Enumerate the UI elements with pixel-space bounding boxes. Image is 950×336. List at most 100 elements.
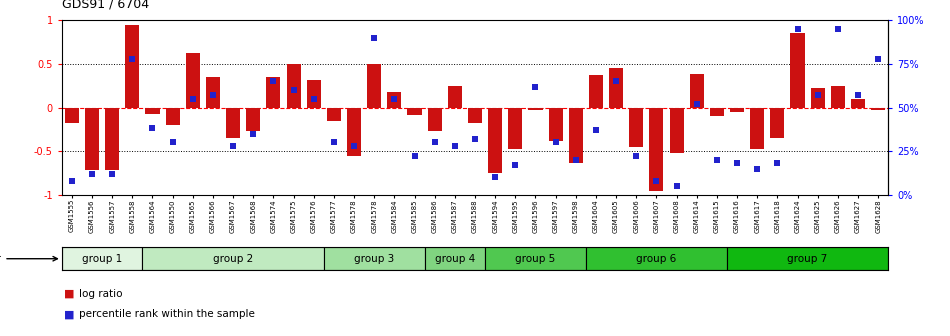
Text: group 3: group 3 — [354, 254, 394, 264]
Bar — [388, 92, 402, 108]
Bar — [670, 108, 684, 153]
Bar — [324, 247, 425, 270]
Bar — [790, 33, 805, 108]
Bar — [468, 108, 482, 123]
Bar — [226, 108, 240, 138]
Bar — [750, 108, 765, 149]
Bar — [650, 108, 663, 191]
Point — [730, 161, 745, 166]
Point — [850, 93, 865, 98]
Bar — [425, 247, 485, 270]
Text: group 6: group 6 — [636, 254, 676, 264]
Point — [124, 56, 140, 61]
Point — [750, 166, 765, 171]
Point — [205, 93, 220, 98]
Point — [447, 143, 463, 149]
Point — [710, 157, 725, 163]
Point — [165, 140, 180, 145]
Bar — [485, 247, 586, 270]
Text: group 4: group 4 — [435, 254, 475, 264]
Point — [286, 87, 301, 93]
Point — [649, 178, 664, 183]
Bar — [629, 108, 643, 147]
Bar — [142, 247, 324, 270]
Bar — [508, 108, 523, 150]
Point — [266, 79, 281, 84]
Point — [85, 171, 100, 177]
Text: other: other — [0, 254, 57, 264]
Point — [528, 84, 543, 89]
Text: group 7: group 7 — [788, 254, 827, 264]
Point — [185, 96, 200, 101]
Bar — [727, 247, 888, 270]
Point — [689, 101, 704, 107]
Text: ■: ■ — [64, 289, 74, 299]
Bar — [569, 108, 583, 163]
Bar — [307, 80, 321, 108]
Bar — [367, 64, 381, 108]
Bar — [428, 108, 442, 131]
Text: group 5: group 5 — [515, 254, 556, 264]
Text: group 1: group 1 — [82, 254, 123, 264]
Bar — [62, 247, 142, 270]
Bar — [710, 108, 724, 116]
Bar — [586, 247, 727, 270]
Bar — [105, 108, 119, 170]
Text: percentile rank within the sample: percentile rank within the sample — [79, 309, 255, 319]
Point — [548, 140, 563, 145]
Bar — [730, 108, 744, 112]
Bar — [145, 108, 160, 114]
Bar — [186, 53, 200, 108]
Point — [367, 35, 382, 40]
Point — [609, 79, 624, 84]
Point — [428, 140, 443, 145]
Point — [790, 26, 806, 32]
Bar — [528, 108, 542, 110]
Bar — [548, 108, 562, 141]
Bar — [165, 108, 180, 125]
Bar — [266, 77, 280, 108]
Bar — [287, 64, 300, 108]
Point — [487, 175, 503, 180]
Bar — [85, 108, 99, 170]
Bar — [327, 108, 341, 121]
Bar — [851, 99, 865, 108]
Text: GDS91 / 6704: GDS91 / 6704 — [62, 0, 149, 10]
Bar — [589, 75, 603, 108]
Point — [347, 143, 362, 149]
Point — [629, 154, 644, 159]
Bar — [831, 86, 845, 108]
Point — [144, 126, 160, 131]
Point — [387, 96, 402, 101]
Point — [246, 131, 261, 136]
Bar — [609, 68, 623, 108]
Point — [810, 93, 826, 98]
Point — [104, 171, 120, 177]
Bar — [871, 108, 885, 110]
Text: log ratio: log ratio — [79, 289, 123, 299]
Point — [669, 183, 684, 189]
Point — [870, 56, 885, 61]
Bar — [770, 108, 785, 138]
Bar — [65, 108, 79, 123]
Bar — [810, 88, 825, 108]
Text: group 2: group 2 — [213, 254, 254, 264]
Text: ■: ■ — [64, 309, 74, 319]
Bar — [408, 108, 422, 115]
Point — [225, 143, 240, 149]
Point — [65, 178, 80, 183]
Bar — [347, 108, 361, 156]
Point — [830, 26, 846, 32]
Point — [407, 154, 422, 159]
Bar — [206, 77, 220, 108]
Point — [326, 140, 341, 145]
Point — [507, 163, 522, 168]
Point — [467, 136, 483, 142]
Bar — [246, 108, 260, 131]
Bar — [690, 74, 704, 108]
Bar — [125, 25, 140, 108]
Point — [588, 128, 603, 133]
Point — [306, 96, 321, 101]
Point — [770, 161, 785, 166]
Bar — [447, 86, 462, 108]
